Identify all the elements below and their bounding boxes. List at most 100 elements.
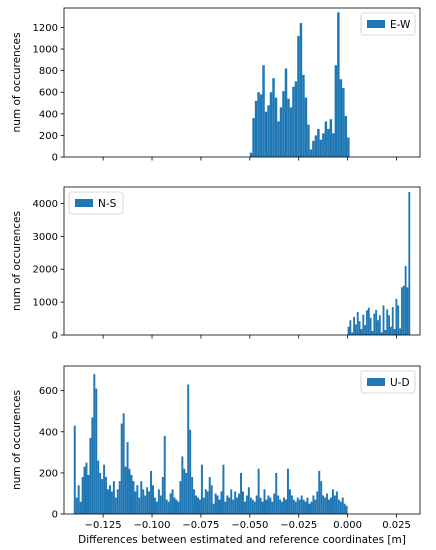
histogram-bar	[384, 330, 387, 335]
histogram-bar	[193, 489, 196, 514]
legend-swatch	[367, 378, 385, 386]
histogram-bar	[297, 36, 300, 157]
histogram-bar	[299, 23, 303, 158]
y-tick-label: 0	[52, 331, 58, 342]
histogram-bar	[200, 464, 203, 514]
histogram-bar	[404, 265, 407, 335]
histogram-bar	[179, 481, 182, 514]
histogram-bar	[169, 493, 172, 514]
histogram-bar	[206, 491, 209, 514]
histogram-bar	[183, 468, 186, 514]
histogram-bar	[326, 493, 329, 514]
histogram-bar	[257, 468, 260, 514]
histogram-bar	[73, 425, 76, 514]
histogram-bar	[380, 332, 383, 335]
histogram-bar	[328, 499, 331, 514]
histogram-bar	[253, 501, 256, 514]
histogram-bar	[287, 98, 290, 157]
histogram-bar	[362, 314, 365, 335]
histogram-bar	[292, 499, 295, 514]
legend: E-W	[360, 12, 416, 36]
histogram-bar	[77, 485, 80, 514]
histogram-bar	[267, 495, 270, 514]
histogram-bar	[140, 481, 143, 514]
histogram-bar	[345, 505, 348, 514]
x-tick-label: −0.075	[182, 520, 219, 531]
histogram-bar	[351, 332, 354, 335]
histogram-bar	[322, 133, 325, 157]
legend-swatch	[75, 199, 93, 207]
histogram-bar	[334, 65, 338, 157]
histogram-bar	[236, 497, 239, 514]
histogram-bar	[222, 464, 225, 514]
axes-frame	[63, 186, 421, 336]
histogram-bar	[216, 495, 219, 514]
histogram-bar	[277, 495, 280, 514]
histogram-bar	[324, 121, 328, 157]
histogram-bar	[134, 491, 137, 514]
legend: U-D	[360, 370, 416, 394]
histogram-bar	[259, 94, 263, 157]
histogram-bar	[322, 495, 325, 514]
histogram-bar	[332, 133, 335, 157]
histogram-bar	[161, 477, 164, 514]
histogram-bar	[271, 501, 274, 514]
histogram-bar	[257, 92, 260, 157]
histogram-bar	[259, 497, 262, 514]
x-tick-label: −0.050	[231, 520, 268, 531]
x-tick-label: −0.125	[85, 520, 122, 531]
y-tick-label: 4000	[33, 199, 58, 210]
histogram-bar	[116, 489, 119, 514]
histogram-bar	[85, 462, 88, 514]
x-axis-label: Differences between estimated and refere…	[78, 534, 406, 546]
histogram-bar	[310, 501, 313, 514]
histogram-bar	[312, 495, 315, 514]
histogram-bar	[251, 499, 254, 514]
y-tick-label: 400	[39, 427, 58, 438]
x-tick-label: 0.025	[382, 520, 411, 531]
y-tick-label: 400	[39, 109, 58, 120]
histogram-bar	[214, 493, 217, 514]
histogram-bar	[195, 495, 198, 514]
histogram-bar	[330, 497, 332, 514]
histogram-bar	[327, 128, 330, 157]
histogram-bar	[187, 384, 190, 514]
histogram-bar	[234, 491, 237, 514]
histogram-bar	[288, 489, 291, 514]
histogram-bar	[101, 479, 104, 514]
histogram-bar	[356, 311, 359, 335]
histogram-bar	[255, 495, 258, 514]
histogram-bar	[238, 493, 241, 514]
subplot-east-west: 0 200 400 600 800 1000 1200 num of occurences E-…	[11, 7, 421, 164]
histogram-bar	[277, 121, 280, 157]
histogram-bar	[286, 468, 289, 514]
histogram-bar	[312, 140, 315, 157]
histogram-bar	[281, 501, 284, 514]
histogram-bar	[261, 501, 264, 514]
histogram-bar	[114, 497, 117, 514]
y-tick-label: 600	[39, 88, 58, 99]
y-tick-label: 800	[39, 66, 58, 77]
histogram-bar	[220, 491, 223, 514]
histogram-bar	[89, 437, 92, 514]
histogram-bar	[342, 87, 345, 157]
histogram-bar	[388, 315, 390, 335]
histogram-bar	[269, 497, 272, 514]
histogram-bar	[204, 489, 207, 514]
histogram-bar	[87, 474, 90, 514]
histogram-bar	[75, 497, 78, 514]
histogram-bar	[349, 320, 352, 335]
histogram-bar	[230, 489, 233, 514]
histogram-bar	[337, 499, 340, 514]
histogram-bar	[319, 139, 323, 157]
histogram-bar	[265, 499, 268, 514]
histogram-bar	[294, 501, 297, 514]
histogram-bar	[314, 499, 317, 514]
histogram-bar	[275, 472, 278, 514]
subplot-north-south: 0 1000 2000 3000 4000 num of occurences N-S	[11, 186, 421, 342]
histogram-bar	[272, 78, 275, 157]
histogram-bar	[279, 107, 283, 157]
y-tick-label: 1000	[33, 45, 58, 56]
histogram-bar	[300, 495, 303, 514]
